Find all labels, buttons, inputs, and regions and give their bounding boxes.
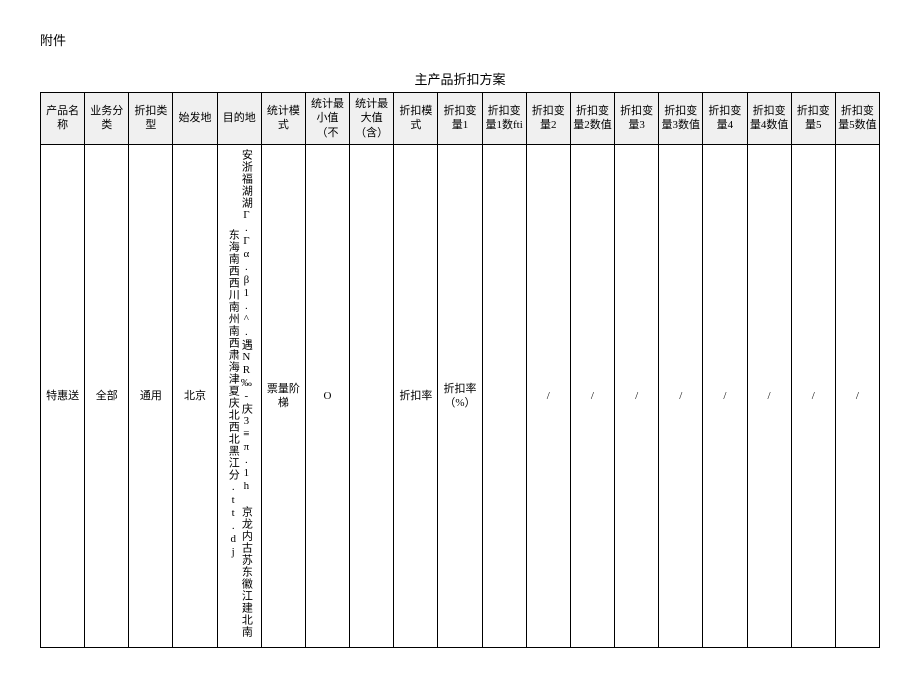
cell-var3-num: /	[659, 144, 703, 647]
cell-var2: /	[526, 144, 570, 647]
col-header: 始发地	[173, 93, 217, 145]
cell-business-class: 全部	[85, 144, 129, 647]
col-header: 折扣类型	[129, 93, 173, 145]
col-header: 折扣变量2	[526, 93, 570, 145]
col-header: 目的地	[217, 93, 261, 145]
cell-stat-min: O	[305, 144, 349, 647]
col-header: 产品名称	[41, 93, 85, 145]
cell-product-name: 特惠送	[41, 144, 85, 647]
col-header: 折扣变量3数值	[659, 93, 703, 145]
cell-var3: /	[615, 144, 659, 647]
col-header: 折扣变量2数值	[570, 93, 614, 145]
cell-stat-max	[350, 144, 394, 647]
col-header: 业务分类	[85, 93, 129, 145]
table-row: 特惠送 全部 通用 北京 安浙福湖湖Γ.Γα.β1.^.遇NR‰-庆3≡π.1h…	[41, 144, 880, 647]
discount-table: 产品名称 业务分类 折扣类型 始发地 目的地 统计模式 统计最小值（不 统计最大…	[40, 92, 880, 648]
cell-var1-num	[482, 144, 526, 647]
cell-destination: 安浙福湖湖Γ.Γα.β1.^.遇NR‰-庆3≡π.1h 京龙内古苏东徽江建北南东…	[217, 144, 261, 647]
cell-var5: /	[791, 144, 835, 647]
col-header: 折扣变量1	[438, 93, 482, 145]
cell-discount-mode: 折扣率	[394, 144, 438, 647]
table-title: 主产品折扣方案	[40, 69, 880, 88]
col-header: 折扣变量3	[615, 93, 659, 145]
cell-discount-type: 通用	[129, 144, 173, 647]
destination-text: 安浙福湖湖Γ.Γα.β1.^.遇NR‰-庆3≡π.1h 京龙内古苏东徽江建北南东…	[226, 149, 252, 639]
col-header: 统计最小值（不	[305, 93, 349, 145]
cell-stat-mode: 票量阶梯	[261, 144, 305, 647]
col-header: 折扣变量4	[703, 93, 747, 145]
cell-var4: /	[703, 144, 747, 647]
col-header: 折扣变量1数fti	[482, 93, 526, 145]
header-row: 产品名称 业务分类 折扣类型 始发地 目的地 统计模式 统计最小值（不 统计最大…	[41, 93, 880, 145]
cell-var4-num: /	[747, 144, 791, 647]
col-header: 折扣模式	[394, 93, 438, 145]
cell-var2-num: /	[570, 144, 614, 647]
attachment-label: 附件	[40, 30, 880, 49]
col-header: 折扣变量4数值	[747, 93, 791, 145]
col-header: 统计最大值（含）	[350, 93, 394, 145]
col-header: 折扣变量5数值	[835, 93, 879, 145]
cell-origin: 北京	[173, 144, 217, 647]
cell-var1: 折扣率（%）	[438, 144, 482, 647]
col-header: 折扣变量5	[791, 93, 835, 145]
col-header: 统计模式	[261, 93, 305, 145]
cell-var5-num: /	[835, 144, 879, 647]
